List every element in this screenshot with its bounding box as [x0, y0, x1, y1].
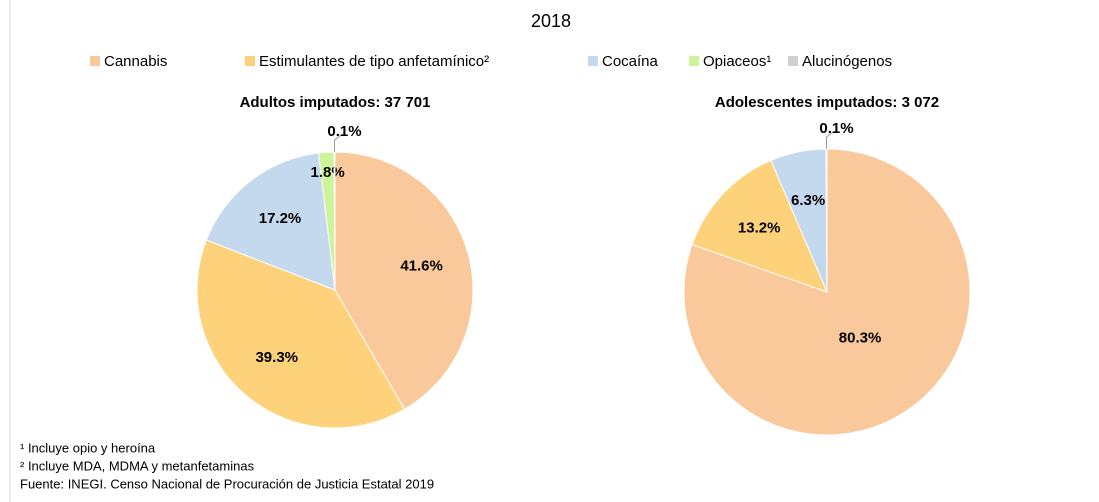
footnote: Fuente: INEGI. Censo Nacional de Procura…	[20, 476, 434, 491]
legend-label: Estimulantes de tipo anfetamínico²	[259, 53, 489, 70]
leader-line	[826, 130, 835, 150]
pie-slice	[205, 152, 336, 291]
chart-title: 2018	[531, 11, 571, 31]
data-label: 13.2%	[738, 219, 781, 236]
data-label: 1.8%	[311, 164, 345, 181]
pie-title: Adultos imputados: 37 701	[240, 94, 431, 111]
pie-slice	[334, 151, 474, 410]
pie-slice	[196, 239, 406, 429]
pie-slice	[825, 148, 828, 293]
footnote: ² Incluye MDA, MDMA y metanfetaminas	[20, 458, 255, 473]
legend-label: Alucinógenos	[802, 53, 892, 70]
pie-slice	[691, 159, 828, 293]
data-label: 80.3%	[839, 330, 882, 347]
data-label: 39.3%	[255, 349, 298, 366]
legend-swatch	[588, 56, 598, 66]
data-label: 6.3%	[791, 192, 825, 209]
pie-slice	[333, 151, 336, 291]
pie-title: Adolescentes imputados: 3 072	[715, 94, 939, 111]
legend-swatch	[689, 56, 699, 66]
footnote: ¹ Incluye opio y heroína	[20, 440, 156, 455]
legend-swatch	[245, 56, 255, 66]
legend-label: Opiaceos¹	[703, 53, 771, 70]
data-label: 17.2%	[259, 210, 302, 227]
leader-line	[334, 133, 343, 153]
data-label: 41.6%	[400, 258, 443, 275]
legend-swatch	[788, 56, 798, 66]
pie-slice	[683, 148, 971, 436]
data-label: 0.1%	[819, 120, 853, 137]
data-label: 0.1%	[327, 123, 361, 140]
legend-label: Cocaína	[602, 53, 659, 70]
legend-swatch	[90, 56, 100, 66]
legend-label: Cannabis	[104, 53, 167, 70]
